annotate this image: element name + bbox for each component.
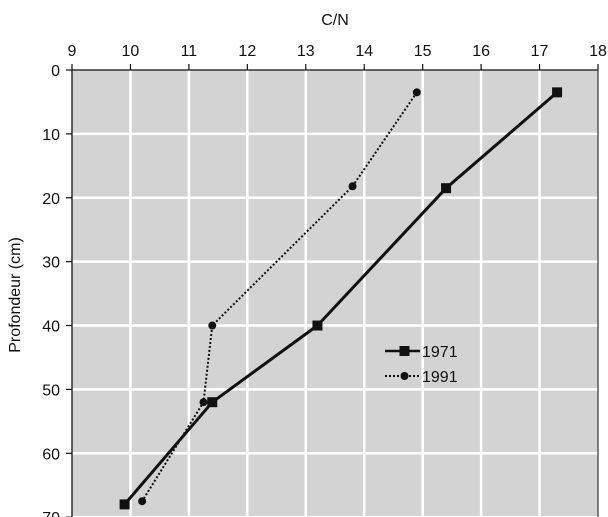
legend: 1971 1991 [385,344,458,386]
x-tick-label: 11 [181,43,198,60]
y-tick-label: 0 [51,63,60,80]
data-point-1971-4 [119,499,130,510]
data-point-1991-3 [199,398,208,407]
y-tick-label: 40 [42,319,60,336]
x-tick-label: 18 [589,43,607,60]
legend-label-1971: 1971 [422,344,458,361]
x-tick-label: 13 [297,43,315,60]
y-tick-label: 70 [42,510,60,517]
data-point-1991-4 [138,497,147,506]
y-tick-label: 50 [42,382,60,399]
legend-label-1991: 1991 [422,369,458,386]
data-point-1971-2 [312,320,323,331]
x-tick-label: 17 [531,43,549,60]
y-tick-label: 30 [42,255,60,272]
y-tick-label: 10 [42,127,60,144]
x-axis-title: C/N [321,12,349,29]
plot-background [72,70,598,517]
data-point-1971-3 [207,397,218,408]
x-tick-label: 14 [355,43,373,60]
data-point-1991-2 [208,321,217,330]
data-point-1991-1 [348,182,357,191]
y-tick-label: 60 [42,446,60,463]
x-tick-label: 16 [472,43,490,60]
legend-marker-1991 [400,372,409,380]
series-layer [119,87,563,510]
axis-layer: 9 10 11 12 13 14 15 16 17 18 0 10 20 30 40 50 60 70 [42,43,607,517]
legend-marker-1971 [399,346,410,356]
data-point-1991-0 [412,88,421,97]
x-tick-label: 9 [68,43,77,60]
x-tick-label: 15 [414,43,432,60]
x-tick-label: 10 [122,43,140,60]
data-point-1971-1 [441,183,452,194]
y-tick-label: 20 [42,191,60,208]
x-tick-label: 12 [238,43,256,60]
y-axis-title: Profondeur (cm) [7,237,24,353]
grid-layer [72,70,598,517]
data-point-1971-0 [552,87,563,98]
